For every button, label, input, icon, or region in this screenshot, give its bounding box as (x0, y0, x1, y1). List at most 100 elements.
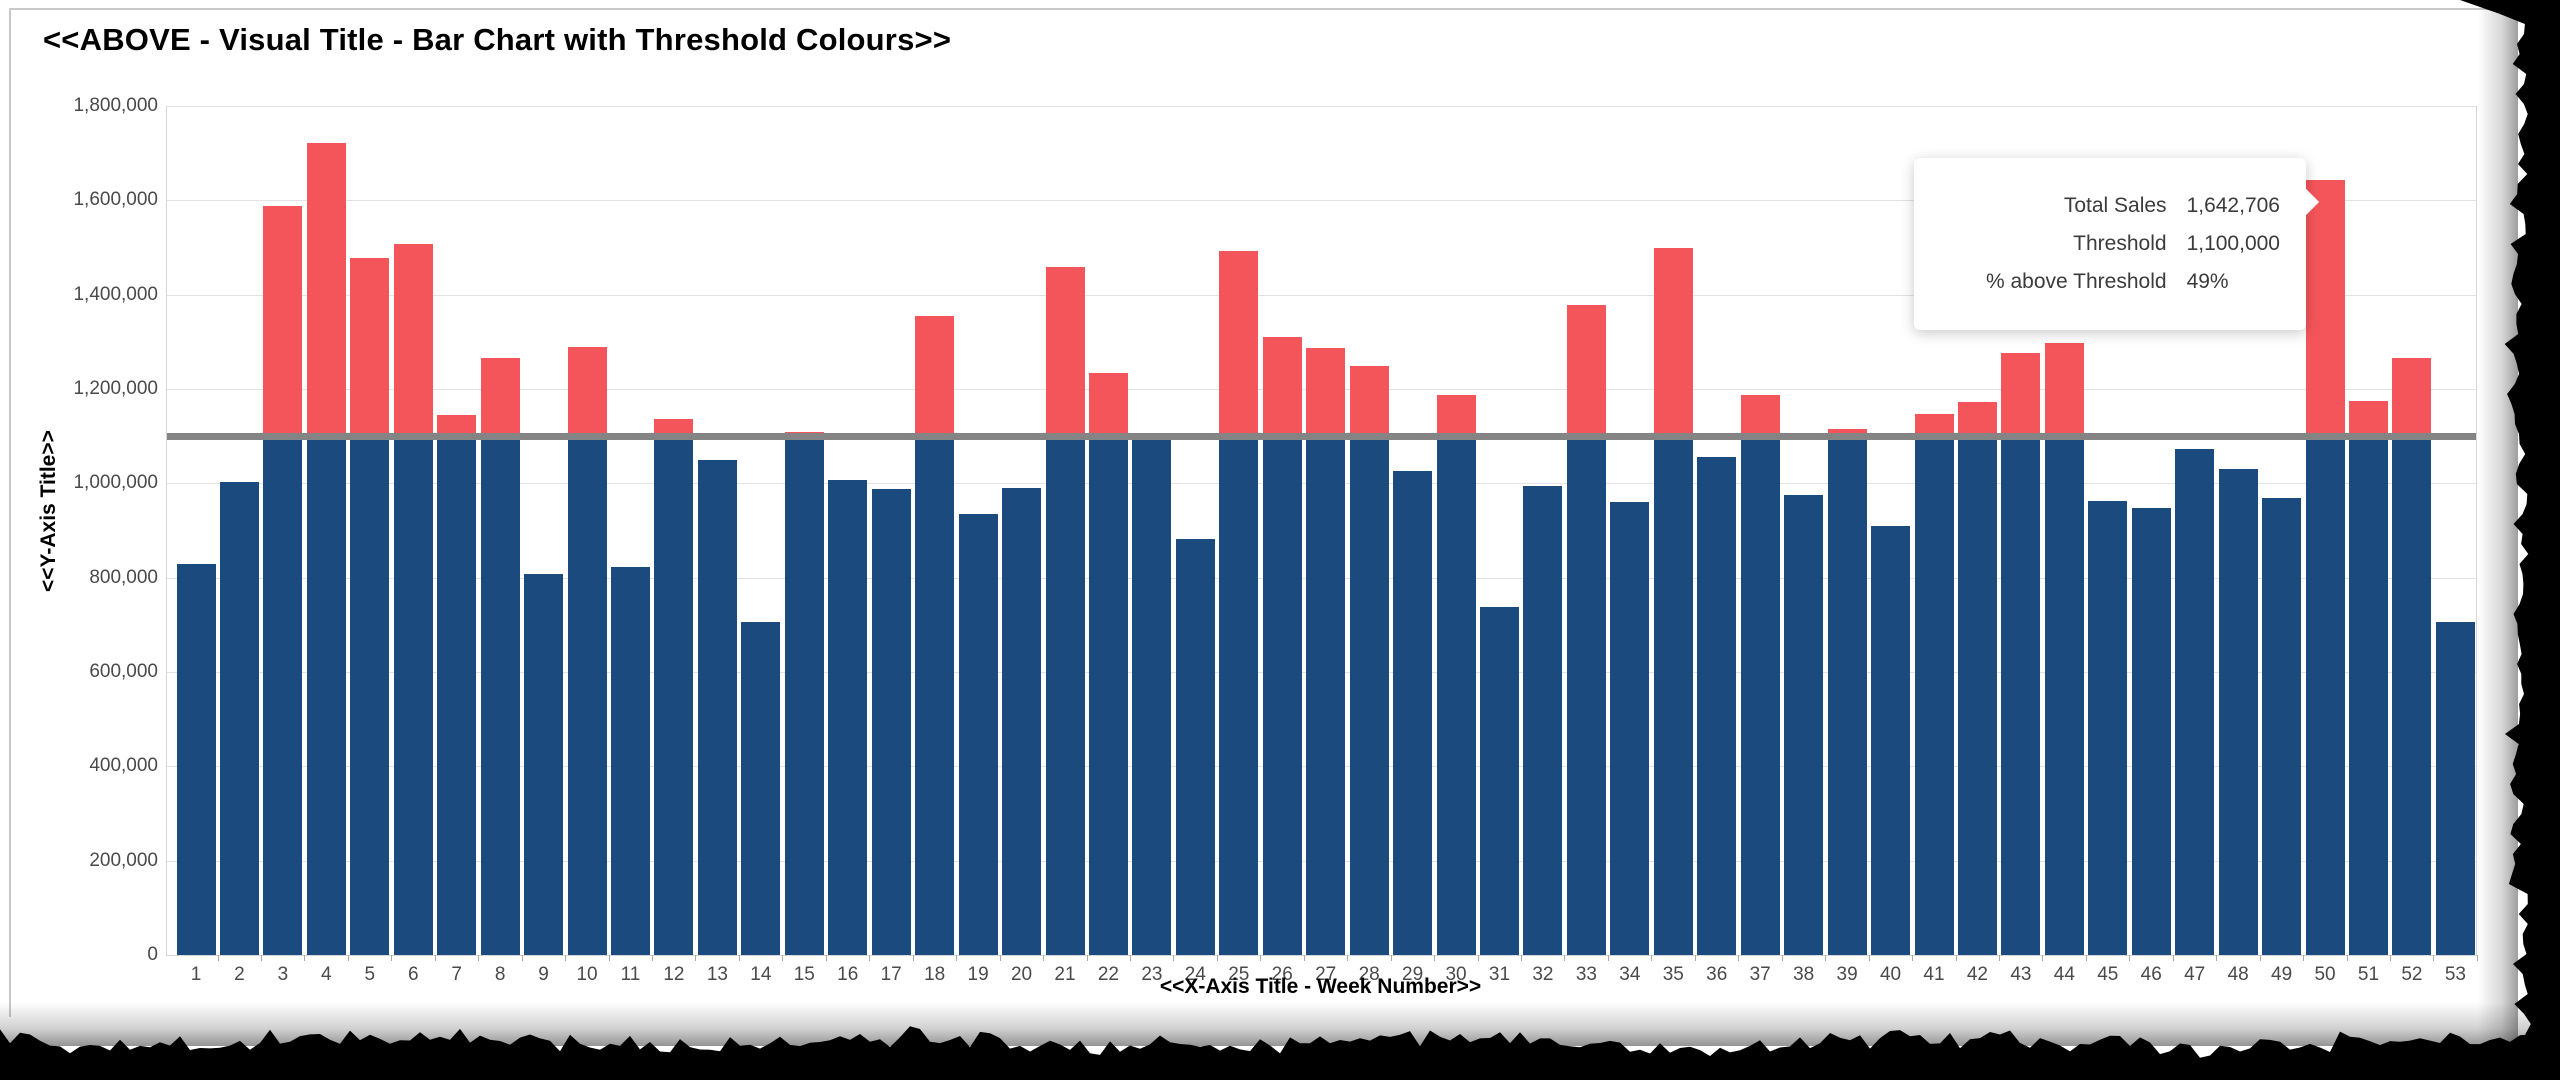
bar-above-threshold-segment (1088, 372, 1128, 437)
tooltip-row: Total Sales 1,642,706 (1986, 187, 2280, 225)
bar-week-33[interactable] (1566, 305, 1606, 955)
bar-week-22[interactable] (1088, 372, 1128, 955)
tooltip-table: Total Sales 1,642,706 Threshold 1,100,000 % … (1986, 187, 2280, 301)
x-tick-label: 14 (750, 964, 772, 985)
x-tick-label: 24 (1184, 964, 1206, 985)
bar-below-threshold-segment (1827, 436, 1867, 955)
bar-below-threshold-segment (2392, 436, 2432, 955)
bar-week-10[interactable] (567, 346, 607, 955)
bar-week-2[interactable] (219, 482, 259, 955)
bar-week-15[interactable] (784, 432, 824, 955)
y-tick-label: 200,000 (89, 849, 158, 871)
gridline (167, 200, 2476, 202)
bar-week-48[interactable] (2218, 469, 2258, 955)
bar-below-threshold-segment (1219, 436, 1259, 955)
bar-week-37[interactable] (1740, 395, 1780, 955)
x-tick-label: 44 (2053, 964, 2075, 985)
bar-above-threshold-segment (306, 142, 346, 437)
bar-week-8[interactable] (480, 357, 520, 955)
tooltip-value: 1,100,000 (2186, 232, 2280, 255)
bar-week-3[interactable] (263, 206, 303, 955)
bar-week-45[interactable] (2088, 500, 2128, 955)
x-tick-mark (1521, 955, 1522, 961)
threshold-line (167, 432, 2476, 440)
bar-week-11[interactable] (611, 566, 650, 955)
tooltip-row: % above Threshold 49% (1986, 263, 2280, 301)
bar-week-35[interactable] (1653, 247, 1693, 955)
x-tick-label: 1 (190, 964, 202, 985)
bar-below-threshold-segment (654, 436, 694, 955)
bar-week-50[interactable] (2305, 180, 2345, 955)
bar-above-threshold-segment (1740, 395, 1780, 437)
bar-week-12[interactable] (654, 419, 694, 955)
bar-above-threshold-segment (1306, 347, 1346, 437)
bar-week-23[interactable] (1132, 438, 1172, 955)
bar-below-threshold-segment (1871, 525, 1911, 955)
bar-week-46[interactable] (2131, 507, 2171, 955)
bar-below-threshold-segment (915, 436, 955, 955)
bar-week-24[interactable] (1175, 538, 1215, 955)
bar-week-19[interactable] (958, 514, 998, 955)
bar-week-29[interactable] (1393, 471, 1433, 955)
bar-week-9[interactable] (524, 573, 564, 955)
bar-week-18[interactable] (915, 315, 955, 955)
x-tick-label: 38 (1793, 964, 1815, 985)
x-tick-label: 43 (2010, 964, 2032, 985)
x-tick-mark (1303, 955, 1305, 961)
bar-week-14[interactable] (741, 621, 781, 955)
bar-week-38[interactable] (1784, 495, 1824, 955)
bar-week-39[interactable] (1827, 429, 1867, 955)
bar-week-28[interactable] (1349, 366, 1389, 955)
bar-week-51[interactable] (2349, 400, 2388, 955)
bar-above-threshold-segment (1436, 395, 1476, 437)
bar-below-threshold-segment (1132, 438, 1172, 955)
x-tick-label: 15 (793, 964, 815, 985)
x-tick-mark (2216, 955, 2218, 961)
bar-week-5[interactable] (350, 258, 390, 955)
x-tick-label: 53 (2444, 964, 2466, 985)
bar-week-20[interactable] (1002, 488, 1042, 955)
x-tick-mark (217, 955, 219, 961)
x-tick-label: 41 (1923, 964, 1945, 985)
bar-below-threshold-segment (524, 573, 564, 955)
bar-week-32[interactable] (1523, 485, 1563, 955)
bar-week-21[interactable] (1045, 267, 1085, 955)
bar-below-threshold-segment (958, 514, 998, 955)
x-tick-mark (434, 955, 436, 961)
bar-week-53[interactable] (2435, 622, 2475, 955)
bar-above-threshold-segment (2001, 352, 2041, 437)
chart-title: <<ABOVE - Visual Title - Bar Chart with … (43, 22, 952, 57)
bar-week-25[interactable] (1219, 250, 1259, 955)
bar-week-43[interactable] (2001, 352, 2041, 955)
bar-week-26[interactable] (1262, 337, 1302, 955)
bar-week-49[interactable] (2262, 498, 2302, 955)
bar-above-threshold-segment (480, 357, 520, 437)
bar-week-1[interactable] (176, 563, 216, 955)
bar-week-13[interactable] (697, 459, 737, 955)
bar-below-threshold-segment (1175, 538, 1215, 955)
bar-week-31[interactable] (1480, 607, 1519, 955)
bar-week-36[interactable] (1697, 457, 1737, 955)
bar-week-42[interactable] (1957, 402, 1997, 955)
x-tick-mark (956, 955, 958, 961)
bar-week-17[interactable] (871, 489, 911, 955)
y-tick-label: 600,000 (89, 661, 158, 682)
bar-week-40[interactable] (1871, 525, 1911, 955)
bar-week-16[interactable] (828, 479, 868, 955)
bar-week-30[interactable] (1436, 395, 1476, 955)
bar-week-27[interactable] (1306, 347, 1346, 955)
bar-week-4[interactable] (306, 142, 346, 955)
y-tick-label: 0 (147, 944, 158, 965)
bar-week-52[interactable] (2392, 358, 2432, 955)
bar-week-7[interactable] (437, 414, 477, 955)
bar-week-34[interactable] (1610, 502, 1650, 955)
x-tick-mark (347, 955, 349, 961)
bar-below-threshold-segment (2349, 436, 2388, 955)
bar-week-41[interactable] (1914, 413, 1954, 955)
bar-week-47[interactable] (2175, 448, 2215, 955)
bar-below-threshold-segment (1957, 436, 1997, 955)
bar-below-threshold-segment (2131, 507, 2171, 955)
bar-week-44[interactable] (2044, 343, 2084, 955)
x-tick-mark (825, 955, 827, 961)
bar-week-6[interactable] (393, 244, 433, 955)
